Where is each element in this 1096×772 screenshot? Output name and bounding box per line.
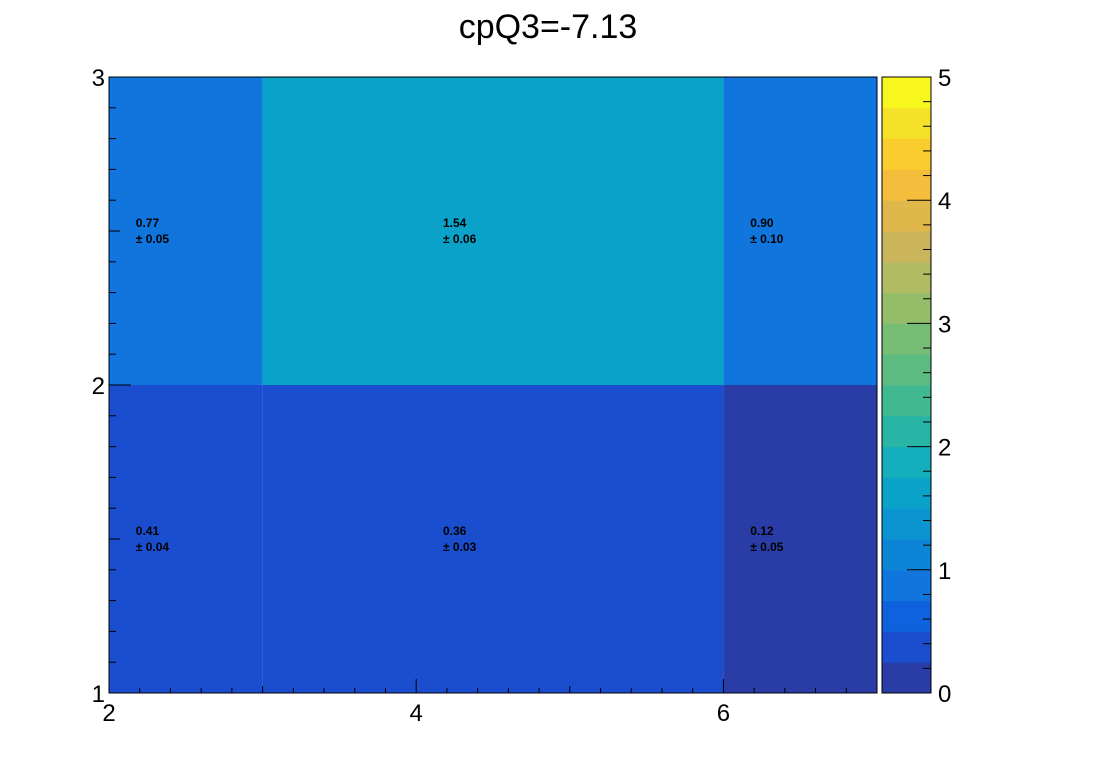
colorbar-segment (882, 169, 931, 201)
cell-value-label: 0.90 (750, 216, 774, 230)
heatmap-cell (262, 385, 724, 693)
colorbar-segment (882, 107, 931, 140)
colorbar-tick-label: 4 (938, 188, 951, 215)
colorbar-tick-label: 1 (938, 558, 951, 585)
colorbar-segment (882, 385, 931, 417)
cell-value-label: 1.54 (443, 216, 467, 230)
colorbar-segment (882, 477, 931, 509)
colorbar-segment (882, 323, 931, 355)
colorbar-segment (882, 77, 931, 109)
colorbar-segment (882, 138, 931, 170)
colorbar-tick-label: 2 (938, 435, 951, 462)
colorbar-tick-label: 3 (938, 311, 951, 338)
colorbar-tick-label: 5 (938, 65, 951, 92)
cell-value-label: 0.77 (136, 216, 160, 230)
colorbar-segment (882, 200, 931, 232)
heatmap-cell (723, 77, 877, 385)
cell-error-label: ± 0.05 (136, 232, 170, 246)
colorbar-segment (882, 446, 931, 478)
cell-value-label: 0.36 (443, 524, 467, 538)
heatmap-cell (109, 385, 263, 693)
cell-error-label: ± 0.04 (136, 540, 170, 554)
cell-labels: 0.41 ± 0.04 0.36 ± 0.03 0.12 ± 0.05 0.77 ± 0.05… (136, 216, 784, 554)
colorbar-segment (882, 415, 931, 448)
x-tick-label: 4 (410, 700, 423, 727)
colorbar-segment (882, 292, 931, 324)
colorbar-segment (882, 569, 931, 602)
x-tick-label: 2 (102, 700, 115, 727)
heatmap-cell (262, 77, 724, 385)
cell-value-label: 0.41 (136, 524, 160, 538)
colorbar-segment (882, 261, 931, 294)
chart-title: cpQ3=-7.13 (459, 8, 638, 46)
colorbar-segment (882, 631, 931, 663)
heatmap-cells (109, 77, 877, 693)
cell-error-label: ± 0.03 (443, 540, 477, 554)
cell-error-label: ± 0.10 (750, 232, 784, 246)
cell-value-label: 0.12 (750, 524, 774, 538)
colorbar: 0 1 2 3 4 5 (881, 65, 951, 708)
y-tick-label: 1 (92, 681, 105, 708)
y-tick-label: 2 (92, 373, 105, 400)
colorbar-frame (881, 76, 932, 694)
y-tick-label: 3 (92, 65, 105, 92)
colorbar-segment (882, 354, 931, 386)
cell-error-label: ± 0.05 (750, 540, 784, 554)
colorbar-segment (882, 539, 931, 571)
colorbar-segment (882, 508, 931, 540)
colorbar-tick-label: 0 (938, 681, 951, 708)
colorbar-segment (882, 231, 931, 263)
colorbar-segment (882, 600, 931, 632)
x-tick-label: 6 (717, 700, 730, 727)
cell-error-label: ± 0.06 (443, 232, 477, 246)
heatmap-cell (723, 385, 877, 693)
colorbar-segment (882, 662, 931, 694)
heatmap-cell (109, 77, 263, 385)
